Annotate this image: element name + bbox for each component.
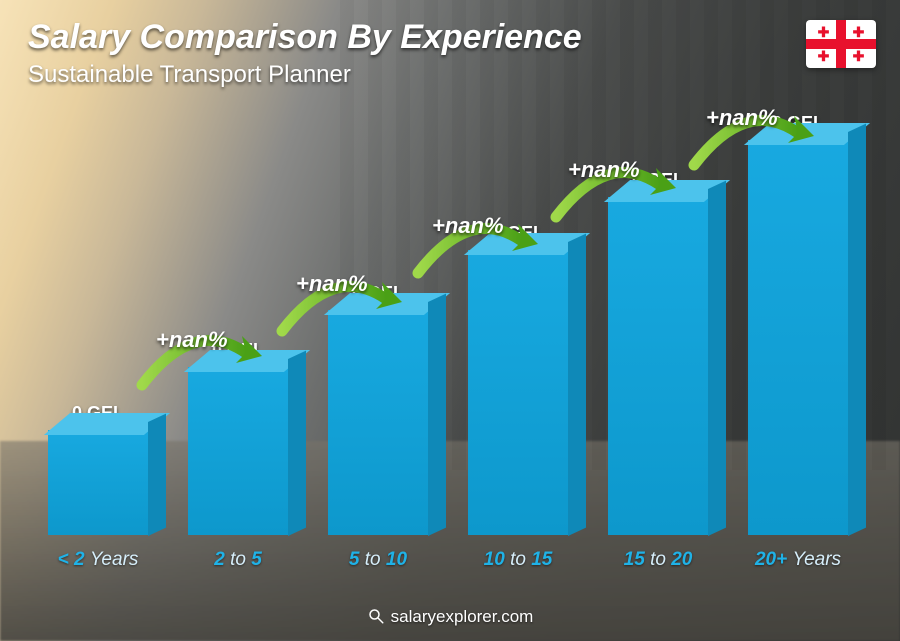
flag-georgia: ✚ ✚ ✚ ✚ xyxy=(806,20,876,68)
category-label: 20+ Years xyxy=(755,549,841,571)
delta-label: +nan% xyxy=(432,213,504,239)
bar xyxy=(608,197,708,535)
bar-front-face xyxy=(608,197,708,535)
category-label: 10 to 15 xyxy=(484,549,553,571)
bar-side-face xyxy=(568,233,586,535)
bar-front-face xyxy=(748,140,848,535)
bar-slot: 0 GEL20+ Years xyxy=(738,113,858,571)
flag-cross-icon: ✚ xyxy=(806,44,841,68)
bar xyxy=(468,250,568,535)
flag-cross-icon: ✚ xyxy=(841,20,876,44)
title-main: Salary Comparison By Experience xyxy=(28,18,582,57)
bar-slot: 0 GEL15 to 20 xyxy=(598,170,718,571)
category-label: 5 to 10 xyxy=(349,549,407,571)
title-sub: Sustainable Transport Planner xyxy=(28,61,582,89)
bar-front-face xyxy=(188,367,288,535)
delta-label: +nan% xyxy=(296,271,368,297)
category-label: 2 to 5 xyxy=(214,549,262,571)
bar xyxy=(188,367,288,535)
flag-cross-icon: ✚ xyxy=(841,44,876,68)
bar-side-face xyxy=(428,293,446,535)
bar-side-face xyxy=(288,350,306,535)
bar-slot: 0 GEL10 to 15 xyxy=(458,223,578,571)
bar-front-face xyxy=(48,430,148,535)
bar-front-face xyxy=(328,310,428,535)
bar xyxy=(328,310,428,535)
category-label: < 2 Years xyxy=(58,549,139,571)
bar xyxy=(48,430,148,535)
bar-side-face xyxy=(848,123,866,535)
footer-text: salaryexplorer.com xyxy=(391,607,534,626)
bar xyxy=(748,140,848,535)
bar-side-face xyxy=(708,180,726,535)
title-block: Salary Comparison By Experience Sustaina… xyxy=(28,18,582,89)
flag-cross-icon: ✚ xyxy=(806,20,841,44)
delta-label: +nan% xyxy=(156,327,228,353)
magnify-icon xyxy=(367,607,385,625)
delta-label: +nan% xyxy=(568,157,640,183)
footer: salaryexplorer.com xyxy=(0,607,900,627)
bar-front-face xyxy=(468,250,568,535)
bar-side-face xyxy=(148,413,166,535)
bar-slot: 0 GEL5 to 10 xyxy=(318,283,438,571)
category-label: 15 to 20 xyxy=(624,549,693,571)
bar-slot: 0 GEL2 to 5 xyxy=(178,340,298,571)
delta-label: +nan% xyxy=(706,105,778,131)
salary-bar-chart: 0 GEL< 2 Years0 GEL2 to 50 GEL5 to 100 G… xyxy=(38,111,858,571)
bar-slot: 0 GEL< 2 Years xyxy=(38,403,158,571)
